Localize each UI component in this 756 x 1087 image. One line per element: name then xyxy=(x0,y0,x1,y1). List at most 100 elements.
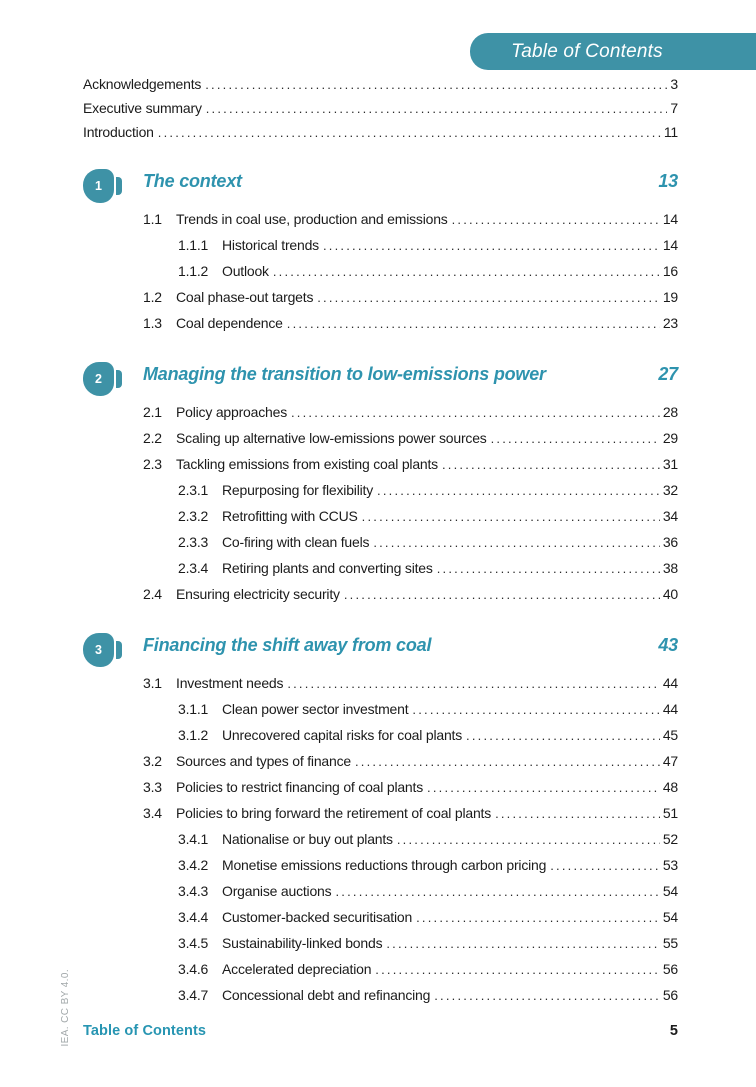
toc-entry[interactable]: 3.4.2 Monetise emissions reductions throu… xyxy=(83,857,678,883)
toc-entry-title: Unrecovered capital risks for coal plant… xyxy=(222,727,463,743)
toc-entry[interactable]: 3.4.5 Sustainability-linked bonds 55 xyxy=(83,935,678,961)
footer-section-label: Table of Contents xyxy=(83,1023,207,1039)
toc-entry-page: 16 xyxy=(662,263,678,279)
dot-leader xyxy=(416,909,660,925)
dot-leader xyxy=(362,508,660,524)
toc-entry-number: 3.1.2 xyxy=(178,727,209,743)
dot-leader xyxy=(412,701,659,717)
toc-entry-number: 1.1 xyxy=(143,211,162,227)
toc-entry-title: Investment needs xyxy=(176,675,284,691)
chapter-page-number: 27 xyxy=(658,364,678,384)
toc-entry-page: 48 xyxy=(662,779,678,795)
dot-leader xyxy=(377,482,660,498)
toc-entry-title: Accelerated depreciation xyxy=(222,961,372,977)
toc-entry[interactable]: 1.2 Coal phase-out targets 19 xyxy=(83,289,678,315)
toc-entry[interactable]: 2.3.1 Repurposing for flexibility 32 xyxy=(83,482,678,508)
toc-entry-number: 3.4.6 xyxy=(178,961,209,977)
toc-entry-title: Customer-backed securitisation xyxy=(222,909,413,925)
toc-entry-number: 3.4.3 xyxy=(178,883,209,899)
chapter-heading[interactable]: 1 The context 13 xyxy=(83,169,678,205)
chapter-heading[interactable]: 3 Financing the shift away from coal 43 xyxy=(83,633,678,669)
toc-banner-title: Table of Contents xyxy=(511,40,663,62)
toc-entry-title: Sustainability-linked bonds xyxy=(222,935,383,951)
toc-entry-number: 1.3 xyxy=(143,315,162,331)
toc-banner: Table of Contents xyxy=(470,33,756,70)
toc-entry[interactable]: 3.4.4 Customer-backed securitisation 54 xyxy=(83,909,678,935)
dot-leader xyxy=(437,560,660,576)
dot-leader xyxy=(375,961,660,977)
toc-entry-number: 2.3 xyxy=(143,456,162,472)
footer-page-number: 5 xyxy=(669,1023,678,1039)
toc-entry[interactable]: 3.4 Policies to bring forward the retirem… xyxy=(83,805,678,831)
toc-front-matter-entry[interactable]: Executive summary 7 xyxy=(83,100,678,124)
toc-entry[interactable]: 3.4.6 Accelerated depreciation 56 xyxy=(83,961,678,987)
toc-entry[interactable]: 2.3.3 Co-firing with clean fuels 36 xyxy=(83,534,678,560)
toc-front-matter-entry[interactable]: Acknowledgements 3 xyxy=(83,76,678,100)
toc-entry-title: Clean power sector investment xyxy=(222,701,409,717)
toc-entry-page: 32 xyxy=(662,482,678,498)
toc-entry-number: 2.1 xyxy=(143,404,162,420)
toc-entry-title: Concessional debt and refinancing xyxy=(222,987,431,1003)
toc-entry-title: Retiring plants and converting sites xyxy=(222,560,433,576)
toc-entry-number: 1.1.2 xyxy=(178,263,209,279)
toc-entry-number: 3.4.7 xyxy=(178,987,209,1003)
toc-entry-number: 2.3.3 xyxy=(178,534,209,550)
dot-leader xyxy=(291,404,660,420)
toc-entry-number: 2.3.1 xyxy=(178,482,209,498)
toc-entry[interactable]: 3.3 Policies to restrict financing of coa… xyxy=(83,779,678,805)
dot-leader xyxy=(287,315,660,331)
dot-leader xyxy=(287,675,660,691)
dot-leader xyxy=(335,883,659,899)
dot-leader xyxy=(355,753,660,769)
toc-front-matter-entry[interactable]: Introduction 11 xyxy=(83,124,678,148)
chapter-page-number: 43 xyxy=(658,635,678,655)
chapter-page-number: 13 xyxy=(658,171,678,191)
toc-entry-page: 7 xyxy=(670,100,678,116)
page-footer: Table of Contents 5 xyxy=(83,1023,678,1039)
toc-entry[interactable]: 1.1.1 Historical trends 14 xyxy=(83,237,678,263)
toc-entry-title: Policies to restrict financing of coal p… xyxy=(176,779,424,795)
toc-entry[interactable]: 3.1.2 Unrecovered capital risks for coal … xyxy=(83,727,678,753)
toc-entry[interactable]: 3.4.1 Nationalise or buy out plants 52 xyxy=(83,831,678,857)
chapter-title: The context xyxy=(143,171,242,191)
toc-entry[interactable]: 2.1 Policy approaches 28 xyxy=(83,404,678,430)
toc-entry-title: Historical trends xyxy=(222,237,319,253)
dot-leader xyxy=(386,935,659,951)
toc-entry-title: Policies to bring forward the retirement… xyxy=(176,805,492,821)
toc-entry-page: 40 xyxy=(662,586,678,602)
toc-entry-page: 11 xyxy=(663,124,678,140)
toc-entry[interactable]: 1.1.2 Outlook 16 xyxy=(83,263,678,289)
toc-entry-number: 3.1 xyxy=(143,675,162,691)
toc-chapter: 1 The context 13 1.1 Trends in coal use, pro… xyxy=(83,169,678,341)
toc-entry-title: Sources and types of finance xyxy=(176,753,351,769)
toc-entry[interactable]: 2.3.4 Retiring plants and converting site… xyxy=(83,560,678,586)
toc-entry[interactable]: 3.2 Sources and types of finance 47 xyxy=(83,753,678,779)
toc-entry-number: 1.1.1 xyxy=(178,237,209,253)
toc-entry[interactable]: 2.3 Tackling emissions from existing coal… xyxy=(83,456,678,482)
toc-entry-title: Nationalise or buy out plants xyxy=(222,831,393,847)
dot-leader xyxy=(158,124,661,140)
chapter-number-badge: 3 xyxy=(83,633,122,667)
toc-entry-page: 14 xyxy=(662,237,678,253)
toc-entry[interactable]: 3.1.1 Clean power sector investment 44 xyxy=(83,701,678,727)
toc-entry-page: 55 xyxy=(662,935,678,951)
toc-entry-page: 29 xyxy=(662,430,678,446)
chapter-heading[interactable]: 2 Managing the transition to low-emission… xyxy=(83,362,678,398)
toc-entry-title: Scaling up alternative low-emissions pow… xyxy=(176,430,487,446)
toc-entry[interactable]: 3.4.3 Organise auctions 54 xyxy=(83,883,678,909)
toc-entry[interactable]: 1.1 Trends in coal use, production and em… xyxy=(83,211,678,237)
toc-entry[interactable]: 3.4.7 Concessional debt and refinancing 56 xyxy=(83,987,678,1013)
toc-entry-number: 2.4 xyxy=(143,586,162,602)
dot-leader xyxy=(397,831,660,847)
toc-entry[interactable]: 1.3 Coal dependence 23 xyxy=(83,315,678,341)
toc-entry-page: 52 xyxy=(662,831,678,847)
dot-leader xyxy=(466,727,660,743)
toc-entry[interactable]: 2.3.2 Retrofitting with CCUS 34 xyxy=(83,508,678,534)
toc-entry-number: 2.3.2 xyxy=(178,508,209,524)
dot-leader xyxy=(434,987,660,1003)
toc-entry[interactable]: 2.4 Ensuring electricity security 40 xyxy=(83,586,678,612)
toc-entry-page: 14 xyxy=(662,211,678,227)
toc-entry[interactable]: 3.1 Investment needs 44 xyxy=(83,675,678,701)
toc-entry[interactable]: 2.2 Scaling up alternative low-emissions … xyxy=(83,430,678,456)
